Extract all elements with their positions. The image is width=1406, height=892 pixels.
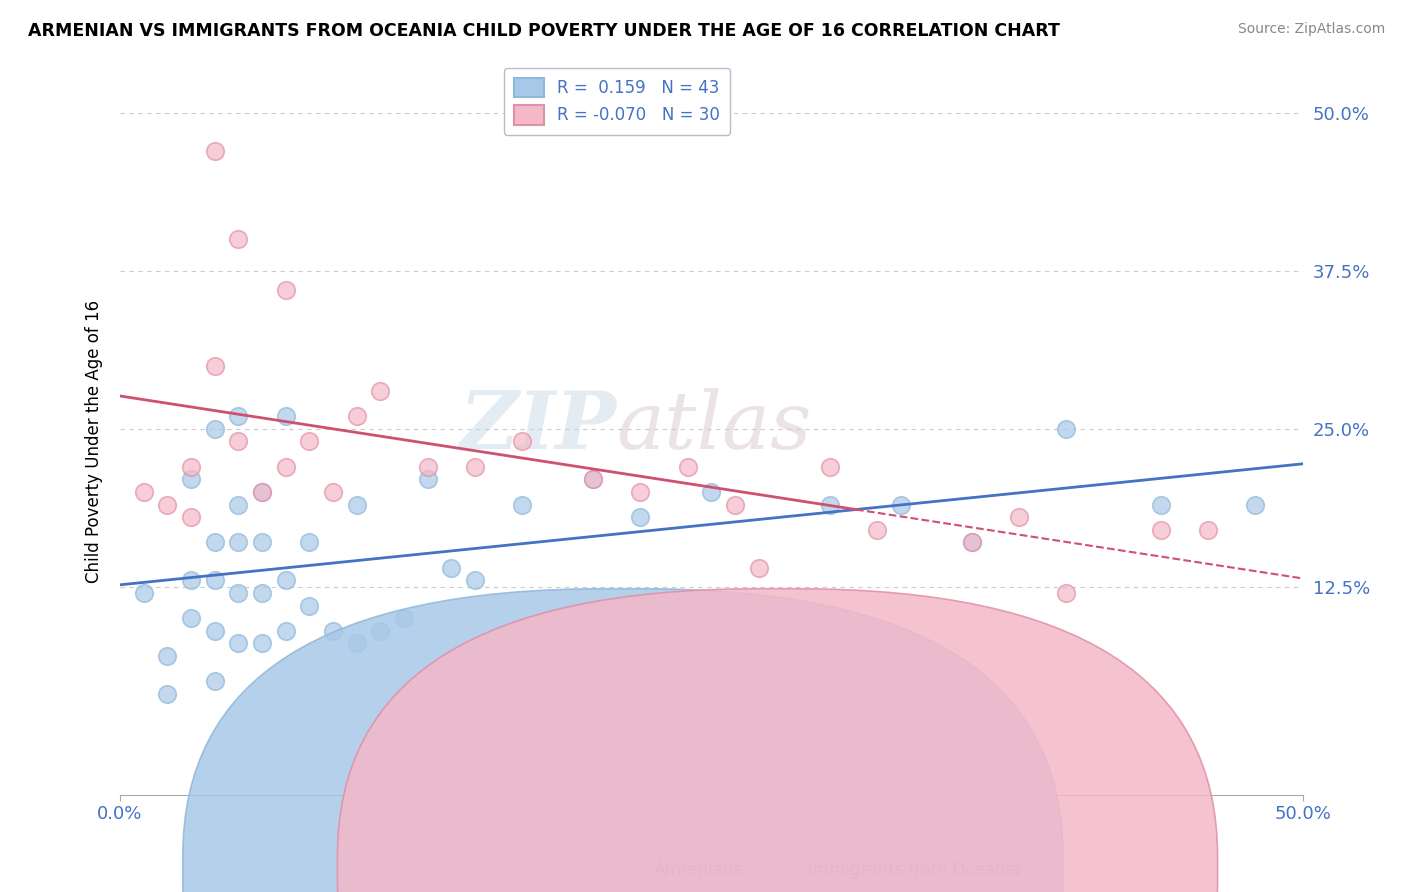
Point [180, 472, 202, 486]
Point [274, 574, 297, 588]
Point [274, 624, 297, 638]
Point [368, 384, 391, 398]
Point [250, 636, 273, 650]
Point [346, 409, 368, 423]
Point [1054, 422, 1077, 436]
Point [960, 535, 983, 549]
Point [700, 484, 723, 499]
Point [204, 624, 226, 638]
Point [1008, 510, 1031, 524]
Point [1150, 523, 1173, 537]
Point [274, 283, 297, 297]
Point [250, 484, 273, 499]
Point [204, 535, 226, 549]
Point [250, 586, 273, 600]
Point [250, 535, 273, 549]
Point [960, 535, 983, 549]
Text: ARMENIAN VS IMMIGRANTS FROM OCEANIA CHILD POVERTY UNDER THE AGE OF 16 CORRELATIO: ARMENIAN VS IMMIGRANTS FROM OCEANIA CHIL… [28, 22, 1060, 40]
Point [156, 687, 179, 701]
Point [298, 535, 321, 549]
Point [274, 459, 297, 474]
Point [866, 523, 889, 537]
Point [1150, 498, 1173, 512]
Point [346, 498, 368, 512]
Point [226, 535, 249, 549]
Point [226, 409, 249, 423]
Point [274, 409, 297, 423]
Point [1197, 523, 1219, 537]
Point [510, 498, 533, 512]
Point [132, 586, 155, 600]
FancyBboxPatch shape [183, 589, 1063, 892]
Point [204, 422, 226, 436]
Point [464, 574, 486, 588]
Point [368, 624, 391, 638]
Point [322, 624, 344, 638]
Point [226, 498, 249, 512]
Point [156, 649, 179, 664]
Point [724, 498, 747, 512]
Point [464, 459, 486, 474]
Point [582, 472, 605, 486]
Point [226, 636, 249, 650]
Point [180, 510, 202, 524]
Point [676, 459, 699, 474]
Point [180, 459, 202, 474]
Point [204, 574, 226, 588]
Point [180, 574, 202, 588]
Point [204, 359, 226, 373]
Point [226, 586, 249, 600]
Point [226, 434, 249, 449]
Point [748, 560, 770, 574]
Point [392, 611, 415, 625]
Point [156, 498, 179, 512]
Text: Armenians: Armenians [654, 861, 742, 879]
FancyBboxPatch shape [337, 589, 1218, 892]
Point [250, 484, 273, 499]
Text: ZIP: ZIP [460, 388, 617, 466]
Point [1244, 498, 1267, 512]
Point [204, 144, 226, 158]
Y-axis label: Child Poverty Under the Age of 16: Child Poverty Under the Age of 16 [86, 300, 103, 583]
Point [416, 459, 439, 474]
Text: atlas: atlas [617, 388, 813, 466]
Point [322, 484, 344, 499]
Point [628, 484, 651, 499]
Point [226, 232, 249, 246]
Point [818, 498, 841, 512]
Point [180, 611, 202, 625]
Point [298, 434, 321, 449]
Point [510, 434, 533, 449]
Point [582, 472, 605, 486]
Point [818, 459, 841, 474]
Text: Source: ZipAtlas.com: Source: ZipAtlas.com [1237, 22, 1385, 37]
Point [1054, 586, 1077, 600]
Point [628, 510, 651, 524]
Point [204, 674, 226, 689]
Point [440, 560, 463, 574]
Point [298, 599, 321, 613]
Point [890, 498, 912, 512]
Point [132, 484, 155, 499]
Point [346, 636, 368, 650]
Text: Immigrants from Oceania: Immigrants from Oceania [808, 861, 1021, 879]
Legend: R =  0.159   N = 43, R = -0.070   N = 30: R = 0.159 N = 43, R = -0.070 N = 30 [503, 68, 730, 135]
Point [416, 472, 439, 486]
